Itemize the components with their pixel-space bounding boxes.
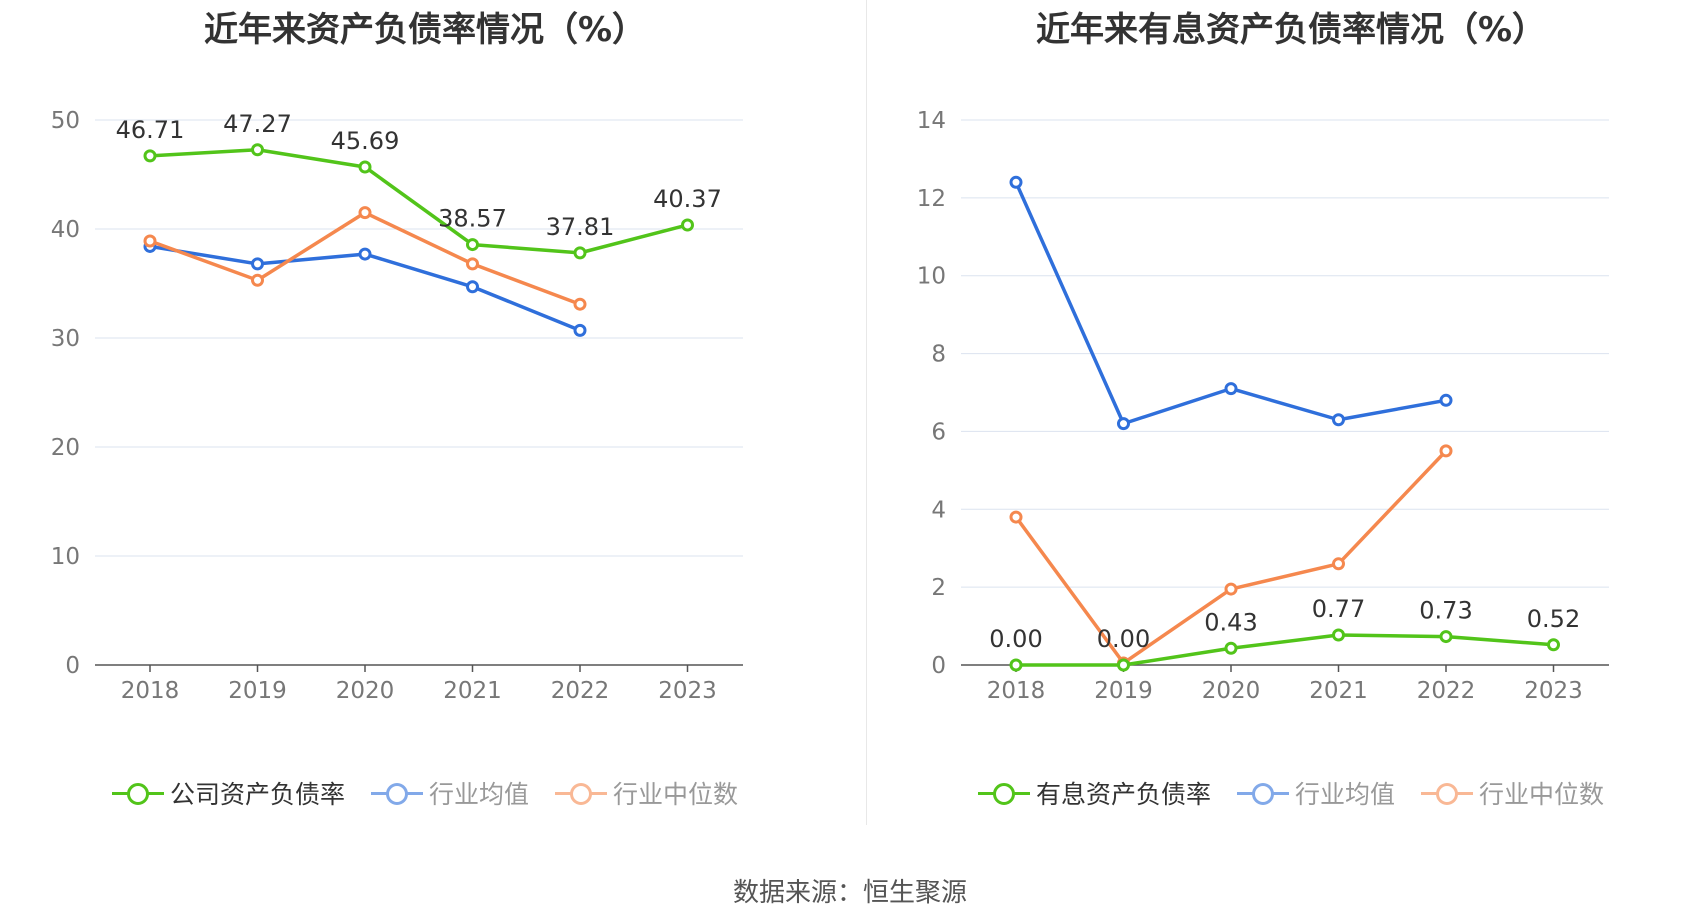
legend: 公司资产负债率 行业均值 行业中位数	[0, 775, 850, 811]
series-line-0	[149, 148, 688, 255]
y-tick-label: 30	[51, 326, 80, 352]
legend-line-icon	[1236, 782, 1289, 805]
x-tick-label: 2019	[228, 678, 287, 704]
data-point	[358, 206, 372, 220]
legend-label: 有息资产负债率	[1035, 780, 1211, 809]
data-label: 37.81	[546, 213, 615, 241]
chart-title: 近年来有息资产负债率情况（%）	[1035, 10, 1547, 50]
y-tick-label: 8	[931, 342, 946, 368]
data-label: 47.27	[223, 110, 292, 138]
data-point	[143, 234, 157, 248]
data-source: 数据来源：恒生聚源	[732, 878, 967, 908]
legend-label: 行业均值	[428, 780, 529, 809]
data-label: 0.52	[1527, 605, 1580, 633]
data-point	[466, 280, 479, 294]
y-tick-label: 12	[917, 186, 946, 212]
data-point	[573, 297, 587, 311]
data-point	[1117, 658, 1130, 672]
panel-divider	[866, 0, 867, 825]
x-tick-label: 2020	[1202, 678, 1261, 704]
legend-label: 行业中位数	[613, 780, 739, 809]
data-label: 0.00	[989, 625, 1042, 653]
data-point	[1224, 582, 1238, 596]
x-tick-label: 2022	[1417, 678, 1476, 704]
data-label: 0.43	[1204, 608, 1257, 636]
y-tick-label: 10	[51, 544, 80, 570]
data-point	[1439, 630, 1453, 644]
data-point	[573, 323, 587, 337]
y-tick-label: 0	[65, 653, 80, 679]
data-point	[1117, 417, 1130, 431]
y-tick-label: 50	[51, 108, 80, 134]
legend-line-icon	[555, 782, 607, 805]
y-tick-label: 0	[931, 653, 946, 679]
legend-item-0[interactable]: 有息资产负债率	[977, 775, 1211, 811]
legend-item-1[interactable]: 行业均值	[1236, 775, 1395, 811]
legend-line-icon	[370, 782, 423, 805]
data-point	[358, 247, 372, 261]
data-point	[251, 257, 264, 271]
data-point	[1009, 510, 1023, 524]
data-point	[466, 238, 479, 252]
line-chart-interest-bearing: 0 2 4 6 8 10 12 14 2018 2019 2020 2021 2022 2023 0.00 0…	[917, 108, 1609, 704]
legend-line-icon	[1421, 782, 1473, 805]
y-tick-label: 10	[917, 264, 946, 290]
data-point	[1439, 393, 1453, 407]
x-tick-label: 2020	[336, 678, 395, 704]
legend-item-1[interactable]: 行业均值	[370, 775, 529, 811]
x-tick-label: 2019	[1094, 678, 1153, 704]
data-point	[1224, 641, 1238, 655]
x-tick-label: 2021	[443, 678, 502, 704]
data-point	[1439, 444, 1453, 458]
data-point	[1224, 382, 1238, 396]
legend-line-icon	[977, 782, 1030, 805]
y-tick-label: 4	[931, 497, 946, 523]
x-tick-label: 2023	[1524, 678, 1583, 704]
legend-label: 行业均值	[1294, 780, 1395, 809]
data-label: 38.57	[438, 205, 507, 233]
legend-item-0[interactable]: 公司资产负债率	[111, 775, 345, 811]
chart-panel-interest-bearing: 近年来有息资产负债率情况（%） 0 2 4 6 8 10 12 14 2018 2019 2020 2…	[866, 0, 1700, 830]
x-tick-label: 2018	[987, 678, 1046, 704]
data-label: 45.69	[331, 127, 400, 155]
data-point	[1332, 557, 1345, 571]
legend: 有息资产负债率 行业均值 行业中位数	[866, 775, 1700, 811]
data-point	[1332, 413, 1345, 427]
x-tick-label: 2018	[121, 678, 180, 704]
line-chart-asset-liability: 0 10 20 30 40 50 2018 2019 2020 2021 2022 2023 46.71…	[51, 108, 743, 704]
y-tick-label: 14	[917, 108, 946, 134]
data-label: 46.71	[116, 116, 185, 144]
x-tick-label: 2021	[1309, 678, 1368, 704]
x-tick-label: 2023	[658, 678, 717, 704]
y-tick-label: 2	[931, 575, 946, 601]
y-tick-label: 40	[51, 217, 80, 243]
data-label: 40.37	[653, 185, 722, 213]
data-point	[573, 246, 587, 260]
series-line-0	[1016, 633, 1554, 667]
data-point	[1009, 658, 1023, 672]
data-point	[358, 160, 372, 174]
legend-label: 公司资产负债率	[169, 780, 345, 809]
data-point	[1332, 628, 1345, 642]
chart-panel-asset-liability: 近年来资产负债率情况（%） 0 10 20 30 40 50 2018 2019 2020 202…	[0, 0, 850, 830]
legend-item-2[interactable]: 行业中位数	[1421, 775, 1604, 811]
data-label: 0.00	[1097, 625, 1150, 653]
data-point	[466, 257, 479, 271]
legend-label: 行业中位数	[1479, 780, 1605, 809]
data-label: 0.73	[1419, 597, 1472, 625]
data-point	[681, 218, 694, 232]
legend-item-2[interactable]: 行业中位数	[555, 775, 738, 811]
data-point	[1547, 638, 1560, 652]
legend-line-icon	[111, 782, 164, 805]
y-tick-label: 20	[51, 435, 80, 461]
data-point	[1009, 175, 1023, 189]
data-label: 0.77	[1312, 595, 1365, 623]
x-tick-label: 2022	[551, 678, 610, 704]
data-point	[251, 273, 264, 287]
data-point	[251, 143, 264, 157]
chart-title: 近年来资产负债率情况（%）	[203, 10, 647, 50]
y-tick-label: 6	[931, 419, 946, 445]
data-point	[143, 149, 157, 163]
